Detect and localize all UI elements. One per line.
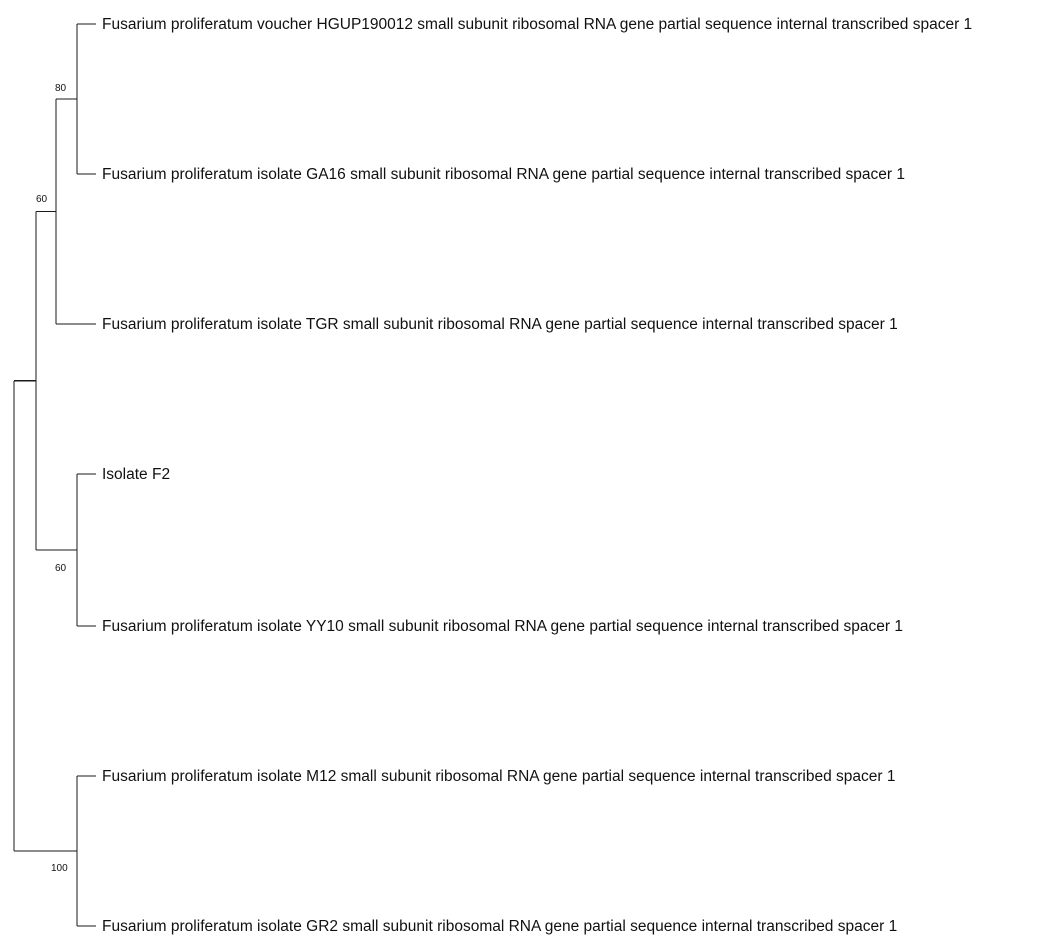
bootstrap-value-hgup-ga16-tgr: 60	[36, 194, 48, 205]
tip-label-gr2: Fusarium proliferatum isolate GR2 small …	[102, 918, 897, 935]
tip-label-m12: Fusarium proliferatum isolate M12 small …	[102, 768, 895, 785]
tree-branches	[13, 23, 96, 927]
tip-label-tgr: Fusarium proliferatum isolate TGR small …	[102, 316, 898, 333]
bootstrap-value-f2-yy10: 60	[55, 563, 67, 574]
tip-labels: Fusarium proliferatum voucher HGUP190012…	[102, 16, 972, 935]
tip-label-ga16: Fusarium proliferatum isolate GA16 small…	[102, 166, 905, 183]
bootstrap-value-hgup-ga16: 80	[55, 83, 67, 94]
tip-label-isolate-f2: Isolate F2	[102, 466, 170, 483]
bootstrap-value-m12-gr2: 100	[51, 863, 68, 874]
tip-label-hgup190012: Fusarium proliferatum voucher HGUP190012…	[102, 16, 972, 33]
tip-label-yy10: Fusarium proliferatum isolate YY10 small…	[102, 618, 903, 635]
bootstrap-values: 80 60 60 100	[36, 83, 68, 874]
